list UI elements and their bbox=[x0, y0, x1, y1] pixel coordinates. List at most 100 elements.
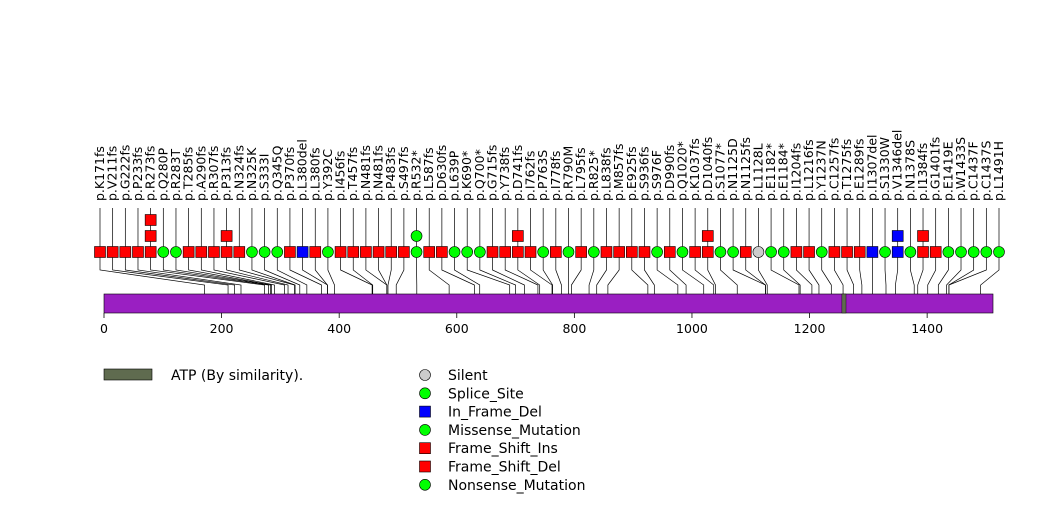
marker-missense bbox=[879, 246, 891, 258]
mutation-label: p.E1289fs bbox=[852, 138, 867, 201]
connector-line bbox=[124, 208, 235, 294]
connector-line bbox=[720, 208, 738, 294]
mutation-label: p.L380del bbox=[295, 139, 310, 201]
marker-fs_del bbox=[195, 246, 208, 258]
marker-fs_del bbox=[220, 246, 233, 258]
marker-fs_del bbox=[372, 246, 385, 258]
marker-fs_del bbox=[499, 246, 511, 258]
connector-line bbox=[588, 208, 595, 294]
legend-label-missense: Missense_Mutation bbox=[448, 423, 581, 439]
mutation-label: p.N1125fs bbox=[738, 137, 753, 201]
mutation-label: p.I762fs bbox=[523, 151, 538, 201]
mutation-label: p.K690* bbox=[459, 151, 474, 201]
marker-missense bbox=[448, 246, 461, 258]
mutation-label: p.S1330W bbox=[877, 137, 892, 201]
marker-fs_del bbox=[233, 246, 246, 258]
axis-tick-label: 1200 bbox=[794, 321, 826, 336]
mutation-label: p.R283T bbox=[168, 149, 183, 201]
mutation-label: p.N324fs bbox=[231, 145, 246, 201]
marker-fs_del bbox=[309, 246, 322, 258]
marker-fs_del bbox=[663, 246, 676, 258]
marker-inframe bbox=[891, 230, 904, 242]
connector-line bbox=[251, 208, 296, 294]
marker-missense bbox=[955, 246, 967, 258]
connector-line bbox=[770, 208, 800, 294]
mutation-label: p.E925fs bbox=[624, 146, 639, 201]
marker-missense bbox=[537, 246, 549, 258]
protein-backbone bbox=[103, 293, 994, 314]
mutation-label: p.P763S bbox=[535, 150, 550, 201]
marker-fs_del bbox=[512, 230, 524, 242]
mutation-label: p.N1378S bbox=[902, 140, 917, 201]
legend-label-nonsense: Nonsense_Mutation bbox=[448, 478, 585, 494]
mutation-label: p.Q700* bbox=[472, 149, 487, 201]
mutation-label: p.W1433S bbox=[953, 137, 968, 201]
marker-fs_del bbox=[220, 230, 233, 242]
mutation-label: p.I1204fs bbox=[788, 143, 803, 201]
marker-fs_del bbox=[119, 246, 132, 258]
marker-fs_del bbox=[917, 230, 929, 242]
mutation-label: p.L639P bbox=[447, 150, 462, 201]
marker-nonsense bbox=[765, 246, 777, 258]
mutation-label: p.D1040fs bbox=[700, 137, 715, 201]
marker-missense bbox=[157, 246, 170, 258]
mutation-label: p.A290fs bbox=[193, 146, 208, 201]
marker-fs_del bbox=[550, 246, 562, 258]
mutation-label: p.Y392C bbox=[320, 149, 335, 201]
connector-line bbox=[808, 208, 820, 294]
connector-line bbox=[859, 208, 863, 294]
mutation-label: p.Y1237N bbox=[814, 140, 829, 201]
connector-line bbox=[492, 208, 525, 294]
connector-line bbox=[631, 208, 649, 294]
mutation-label: p.L380fs bbox=[307, 147, 322, 201]
mutation-label: p.S1077* bbox=[712, 143, 727, 201]
mutation-label: p.L1216fs bbox=[801, 139, 816, 201]
legend-domain-swatch bbox=[103, 368, 153, 381]
connector-line bbox=[276, 208, 308, 294]
marker-missense bbox=[651, 246, 663, 258]
legend-label-fs_del: Frame_Shift_Del bbox=[448, 460, 561, 476]
marker-fs_del bbox=[208, 246, 220, 258]
marker-missense bbox=[562, 246, 575, 258]
connector-lines bbox=[99, 208, 1000, 294]
mutation-label: p.P483fs bbox=[383, 147, 398, 201]
mutation-label: p.N1125D bbox=[725, 138, 740, 201]
marker-nonsense bbox=[588, 246, 600, 258]
marker-nonsense bbox=[410, 246, 423, 258]
marker-inframe bbox=[866, 246, 879, 258]
connector-line bbox=[682, 208, 705, 294]
mutation-label: p.D630fs bbox=[434, 145, 449, 201]
axis-tick-label: 1000 bbox=[676, 321, 708, 336]
marker-fs_del bbox=[144, 214, 157, 226]
mutation-label: p.N481fs bbox=[358, 145, 373, 201]
connector-line bbox=[948, 208, 987, 294]
marker-silent bbox=[419, 369, 431, 381]
mutation-label: p.L795fs bbox=[573, 147, 588, 201]
protein-bar bbox=[103, 293, 994, 314]
connector-line bbox=[175, 208, 271, 294]
marker-fs_del bbox=[701, 230, 714, 242]
marker-fs_del bbox=[575, 246, 587, 258]
marker-nonsense bbox=[676, 246, 689, 258]
marker-fs_del bbox=[360, 246, 372, 258]
marker-inframe bbox=[419, 405, 431, 418]
mutation-label: p.S936fs bbox=[636, 146, 651, 201]
connector-line bbox=[644, 208, 655, 294]
mutation-label: p.I1384fs bbox=[915, 143, 930, 201]
connector-line bbox=[289, 208, 322, 294]
marker-nonsense bbox=[419, 478, 431, 491]
connector-line bbox=[821, 208, 832, 294]
mutation-label: p.L838fs bbox=[598, 147, 613, 201]
mutation-label: p.Q345Q bbox=[269, 145, 284, 201]
mutation-label: p.Q280P bbox=[155, 147, 170, 201]
marker-missense bbox=[815, 246, 828, 258]
mutation-label: p.L1128L bbox=[750, 143, 765, 201]
connector-line bbox=[927, 208, 937, 294]
connector-line bbox=[555, 208, 562, 294]
marker-fs_del bbox=[436, 246, 448, 258]
marker-missense bbox=[322, 246, 334, 258]
mutation-label: p.R273fs bbox=[143, 146, 158, 201]
connector-line bbox=[479, 208, 516, 294]
marker-nonsense bbox=[777, 246, 790, 258]
marker-fs_del bbox=[701, 246, 714, 258]
